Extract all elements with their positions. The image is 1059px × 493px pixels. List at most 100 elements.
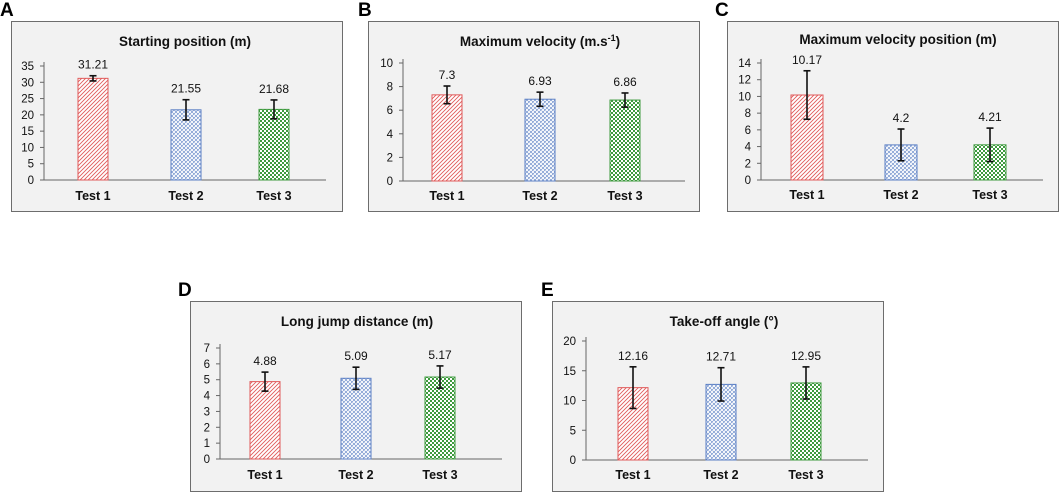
data-label: 12.71: [706, 350, 736, 364]
error-bar: [802, 366, 810, 400]
error-bar: [629, 366, 637, 410]
chart-title: Long jump distance (m): [281, 314, 433, 329]
data-label: 4.21: [978, 110, 1002, 124]
x-tick-label: Test 3: [422, 468, 457, 482]
data-label: 21.68: [259, 82, 289, 96]
x-tick-label: Test 3: [788, 468, 823, 482]
y-tick-label: 6: [387, 105, 393, 117]
data-label: 6.86: [613, 75, 637, 89]
x-tick-label: Test 1: [789, 188, 824, 202]
x-tick-label: Test 2: [703, 468, 738, 482]
y-tick-label: 20: [21, 110, 34, 122]
chart-long-jump-distance: Long jump distance (m) 0 1 2 3 4 5 6 7 4.88 Test 1…: [204, 314, 502, 482]
bar-test-1: [77, 77, 109, 181]
panel-d: D Long jump distance (m) 0 1 2 3 4 5 6 7 4.88 Test…: [178, 280, 532, 493]
error-bar: [436, 365, 444, 389]
y-tick-label: 0: [204, 454, 210, 466]
y-tick-label: 10: [563, 396, 576, 408]
y-tick-label: 8: [387, 82, 393, 94]
chart-title: Maximum velocity (m.s-1): [460, 33, 620, 49]
x-tick-label: Test 1: [75, 189, 110, 203]
x-tick-label: Test 1: [429, 189, 464, 203]
error-bar: [536, 91, 544, 108]
data-label: 21.55: [171, 82, 201, 96]
y-tick-label: 0: [570, 455, 576, 467]
error-bar: [261, 371, 269, 392]
y-tick-label: 2: [387, 152, 393, 164]
error-bar: [182, 98, 190, 121]
y-tick-label: 15: [21, 126, 34, 138]
data-label: 10.17: [792, 53, 822, 67]
chart-maximum-velocity: Maximum velocity (m.s-1) 0 2 4 6 8 10 7.3 Test 1…: [380, 33, 685, 203]
error-bar: [352, 366, 360, 391]
y-tick-label: 6: [204, 359, 210, 371]
y-tick-label: 4: [204, 391, 211, 403]
error-bar: [986, 127, 994, 163]
bar-test-3: [424, 376, 456, 460]
bar-test-2: [340, 377, 372, 460]
chart-take-off-angle: Take-off angle (°) 0 5 10 15 20 12.16 Test 1 12.…: [563, 314, 868, 482]
y-tick-label: 4: [387, 129, 394, 141]
bar-test-1: [249, 381, 281, 460]
x-tick-label: Test 2: [522, 189, 557, 203]
bar-test-3: [609, 99, 641, 182]
y-tick-label: 6: [745, 125, 751, 137]
x-tick-label: Test 2: [338, 468, 373, 482]
error-bar: [270, 99, 278, 120]
y-tick-label: 5: [570, 425, 576, 437]
x-tick-label: Test 2: [883, 188, 918, 202]
y-tick-label: 10: [738, 91, 751, 103]
error-bar: [897, 128, 905, 162]
y-tick-label: 1: [204, 438, 210, 450]
y-tick-label: 4: [745, 142, 752, 154]
panel-e: E Take-off angle (°) 0 5 10 15 20 12.16 Test 1 1…: [538, 280, 890, 493]
chart-maximum-velocity-position: Maximum velocity position (m) 0 2 4 6 8 10 12 14…: [738, 32, 1043, 202]
x-tick-label: Test 3: [607, 189, 642, 203]
panel-a: A Starting position (m) 0 5 10 15 20 25 30 35 31.…: [0, 0, 352, 220]
chart-starting-position: Starting position (m) 0 5 10 15 20 25 30 35 31.21…: [21, 34, 326, 203]
panel-letter: D: [178, 280, 192, 301]
y-tick-label: 15: [563, 366, 576, 378]
panel-letter: A: [0, 0, 14, 21]
error-bar: [621, 92, 629, 108]
panel-letter: B: [358, 0, 372, 21]
bar-test-3: [258, 108, 290, 181]
y-tick-label: 0: [28, 175, 34, 187]
x-tick-label: Test 3: [972, 188, 1007, 202]
chart-title: Take-off angle (°): [670, 314, 779, 329]
data-label: 12.95: [791, 349, 821, 363]
data-label: 4.2: [893, 111, 910, 125]
data-label: 5.17: [428, 348, 452, 362]
y-tick-label: 5: [28, 159, 34, 171]
data-label: 6.93: [528, 74, 552, 88]
data-label: 12.16: [618, 349, 648, 363]
y-tick-label: 12: [738, 75, 751, 87]
x-tick-label: Test 2: [168, 189, 203, 203]
y-tick-label: 35: [21, 61, 34, 73]
y-tick-label: 30: [21, 77, 34, 89]
y-tick-label: 0: [387, 176, 393, 188]
error-bar: [803, 69, 811, 121]
data-label: 4.88: [253, 354, 277, 368]
chart-title: Starting position (m): [119, 34, 251, 49]
y-tick-label: 7: [204, 343, 210, 355]
data-label: 7.3: [439, 68, 456, 82]
error-bar: [717, 366, 725, 402]
data-label: 31.21: [78, 58, 108, 72]
bar-test-1: [431, 94, 463, 182]
error-bar: [89, 74, 97, 82]
chart-title: Maximum velocity position (m): [799, 32, 996, 47]
bar-test-2: [524, 98, 556, 182]
y-tick-label: 2: [745, 158, 751, 170]
y-tick-label: 8: [745, 108, 751, 120]
error-bar: [443, 85, 451, 105]
y-tick-label: 10: [21, 142, 34, 154]
panel-letter: C: [715, 0, 729, 21]
y-tick-label: 10: [380, 58, 393, 70]
data-label: 5.09: [344, 349, 368, 363]
y-tick-label: 20: [563, 336, 576, 348]
y-tick-label: 3: [204, 406, 210, 418]
x-tick-label: Test 1: [247, 468, 282, 482]
x-tick-label: Test 3: [256, 189, 291, 203]
panel-letter: E: [541, 280, 554, 301]
